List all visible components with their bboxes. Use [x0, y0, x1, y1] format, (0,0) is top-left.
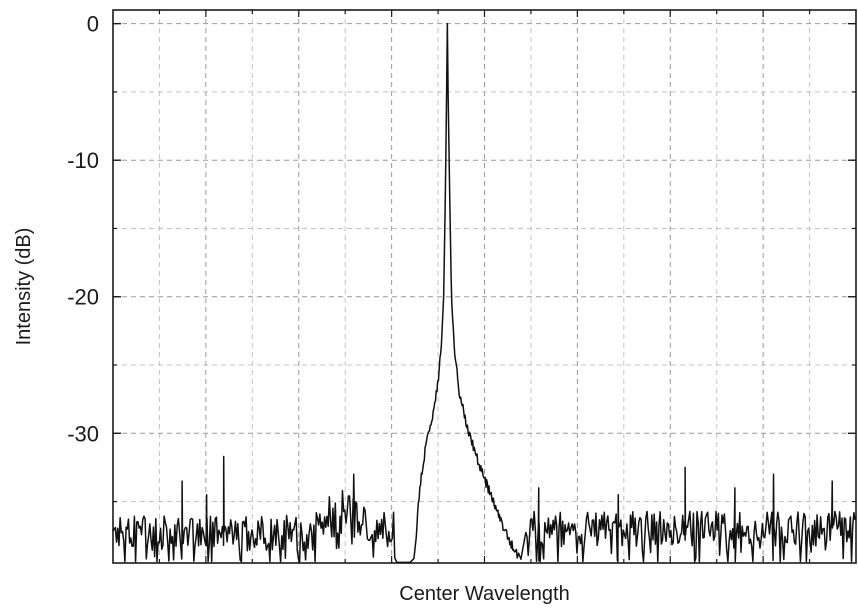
y-axis-title: Intensity (dB) [13, 228, 35, 346]
y-tick-labels: 0 -10 -20 -30 [67, 12, 99, 447]
x-axis-title: Center Wavelength [399, 583, 569, 605]
y-tick-label: -10 [67, 148, 99, 173]
tick-marks [113, 10, 856, 563]
y-tick-label: 0 [87, 12, 99, 37]
y-tick-label: -20 [67, 285, 99, 310]
peak-point [446, 22, 449, 25]
spectrum-line [112, 22, 856, 564]
series-layer [112, 22, 856, 564]
grid [113, 10, 856, 563]
y-tick-label: -30 [67, 421, 99, 446]
